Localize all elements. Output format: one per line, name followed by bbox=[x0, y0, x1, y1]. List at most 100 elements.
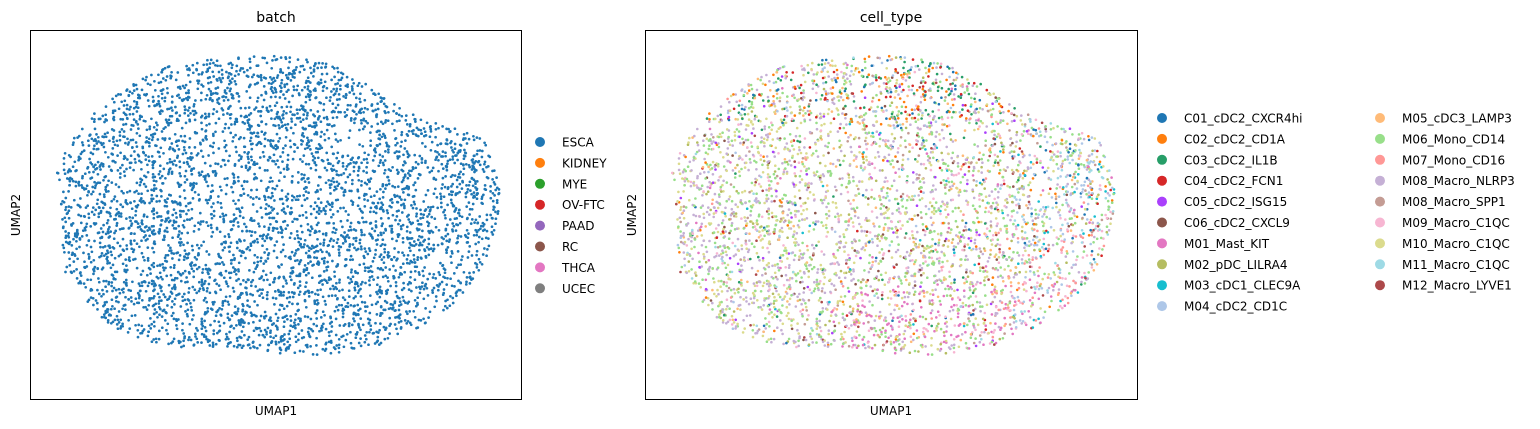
data-point bbox=[174, 78, 178, 82]
data-point bbox=[269, 316, 272, 319]
data-point bbox=[368, 210, 372, 214]
data-point bbox=[231, 190, 235, 194]
data-point bbox=[389, 198, 392, 202]
data-point bbox=[465, 228, 469, 232]
data-point bbox=[462, 167, 466, 171]
data-point bbox=[896, 202, 900, 205]
data-point bbox=[240, 249, 244, 253]
data-point bbox=[123, 303, 127, 307]
data-point bbox=[314, 311, 318, 315]
data-point bbox=[416, 326, 420, 329]
data-point bbox=[406, 253, 410, 257]
data-point bbox=[462, 157, 466, 161]
data-point bbox=[235, 241, 239, 245]
data-point bbox=[468, 207, 472, 211]
data-point bbox=[160, 326, 164, 330]
data-point bbox=[299, 319, 302, 323]
data-point bbox=[397, 222, 400, 226]
data-point bbox=[469, 276, 472, 280]
data-point bbox=[293, 321, 296, 324]
data-point bbox=[978, 125, 981, 128]
data-point bbox=[387, 110, 390, 114]
data-point bbox=[89, 260, 93, 264]
data-point bbox=[427, 212, 431, 216]
data-point bbox=[273, 226, 276, 230]
data-point bbox=[63, 250, 66, 254]
data-point bbox=[474, 228, 478, 232]
data-point bbox=[285, 90, 289, 94]
data-point bbox=[125, 217, 128, 220]
legend-label: PAAD bbox=[562, 219, 594, 233]
data-point bbox=[429, 247, 433, 251]
data-point bbox=[944, 351, 948, 355]
data-point bbox=[171, 148, 175, 151]
data-point bbox=[215, 110, 219, 113]
data-point bbox=[446, 276, 449, 280]
data-point bbox=[321, 283, 324, 286]
data-point bbox=[152, 294, 156, 298]
data-point bbox=[482, 170, 486, 173]
data-point bbox=[240, 229, 244, 233]
data-point bbox=[362, 169, 365, 173]
data-point bbox=[291, 295, 295, 299]
data-point bbox=[157, 172, 161, 176]
data-point bbox=[342, 345, 346, 349]
data-point bbox=[869, 285, 872, 288]
data-point bbox=[86, 300, 90, 303]
data-point bbox=[72, 269, 76, 273]
data-point bbox=[283, 219, 287, 223]
legend-label: KIDNEY bbox=[562, 156, 607, 170]
data-point bbox=[91, 206, 95, 209]
data-point bbox=[448, 130, 451, 134]
data-point bbox=[165, 328, 168, 332]
data-point bbox=[104, 279, 108, 283]
data-point bbox=[65, 177, 69, 180]
data-point bbox=[147, 155, 150, 159]
data-point bbox=[362, 110, 365, 114]
data-point bbox=[419, 208, 422, 212]
data-point bbox=[170, 199, 174, 203]
data-point bbox=[216, 79, 219, 82]
data-point bbox=[475, 249, 479, 253]
data-point bbox=[183, 180, 187, 184]
data-point bbox=[452, 150, 455, 154]
data-point bbox=[289, 126, 293, 130]
data-point bbox=[442, 210, 445, 214]
data-point bbox=[358, 241, 362, 245]
data-point bbox=[391, 122, 394, 126]
data-point bbox=[360, 233, 364, 237]
data-point bbox=[380, 289, 383, 293]
data-point bbox=[346, 276, 350, 279]
data-point bbox=[813, 280, 816, 284]
data-point bbox=[431, 166, 435, 170]
data-point bbox=[186, 314, 189, 318]
data-point bbox=[464, 162, 468, 166]
data-point bbox=[903, 60, 906, 64]
data-point bbox=[228, 71, 232, 75]
data-point bbox=[359, 344, 363, 348]
data-point bbox=[68, 168, 71, 171]
data-point bbox=[92, 147, 96, 151]
data-point bbox=[166, 161, 169, 165]
data-point bbox=[219, 256, 223, 260]
data-point bbox=[336, 308, 340, 312]
data-point bbox=[234, 82, 238, 86]
data-point bbox=[395, 200, 399, 204]
data-point bbox=[405, 184, 409, 188]
data-point bbox=[227, 235, 231, 239]
data-point bbox=[330, 124, 334, 128]
data-point bbox=[226, 284, 230, 288]
data-point bbox=[67, 251, 71, 254]
data-point bbox=[191, 109, 195, 113]
data-point bbox=[212, 75, 216, 78]
data-point bbox=[246, 278, 250, 281]
data-point bbox=[417, 172, 421, 176]
data-point bbox=[168, 249, 171, 253]
data-point bbox=[245, 115, 248, 119]
data-point bbox=[475, 188, 479, 192]
data-point bbox=[394, 281, 398, 284]
data-point bbox=[378, 295, 382, 299]
data-point bbox=[228, 276, 232, 280]
data-point bbox=[310, 276, 314, 280]
data-point bbox=[133, 232, 136, 236]
